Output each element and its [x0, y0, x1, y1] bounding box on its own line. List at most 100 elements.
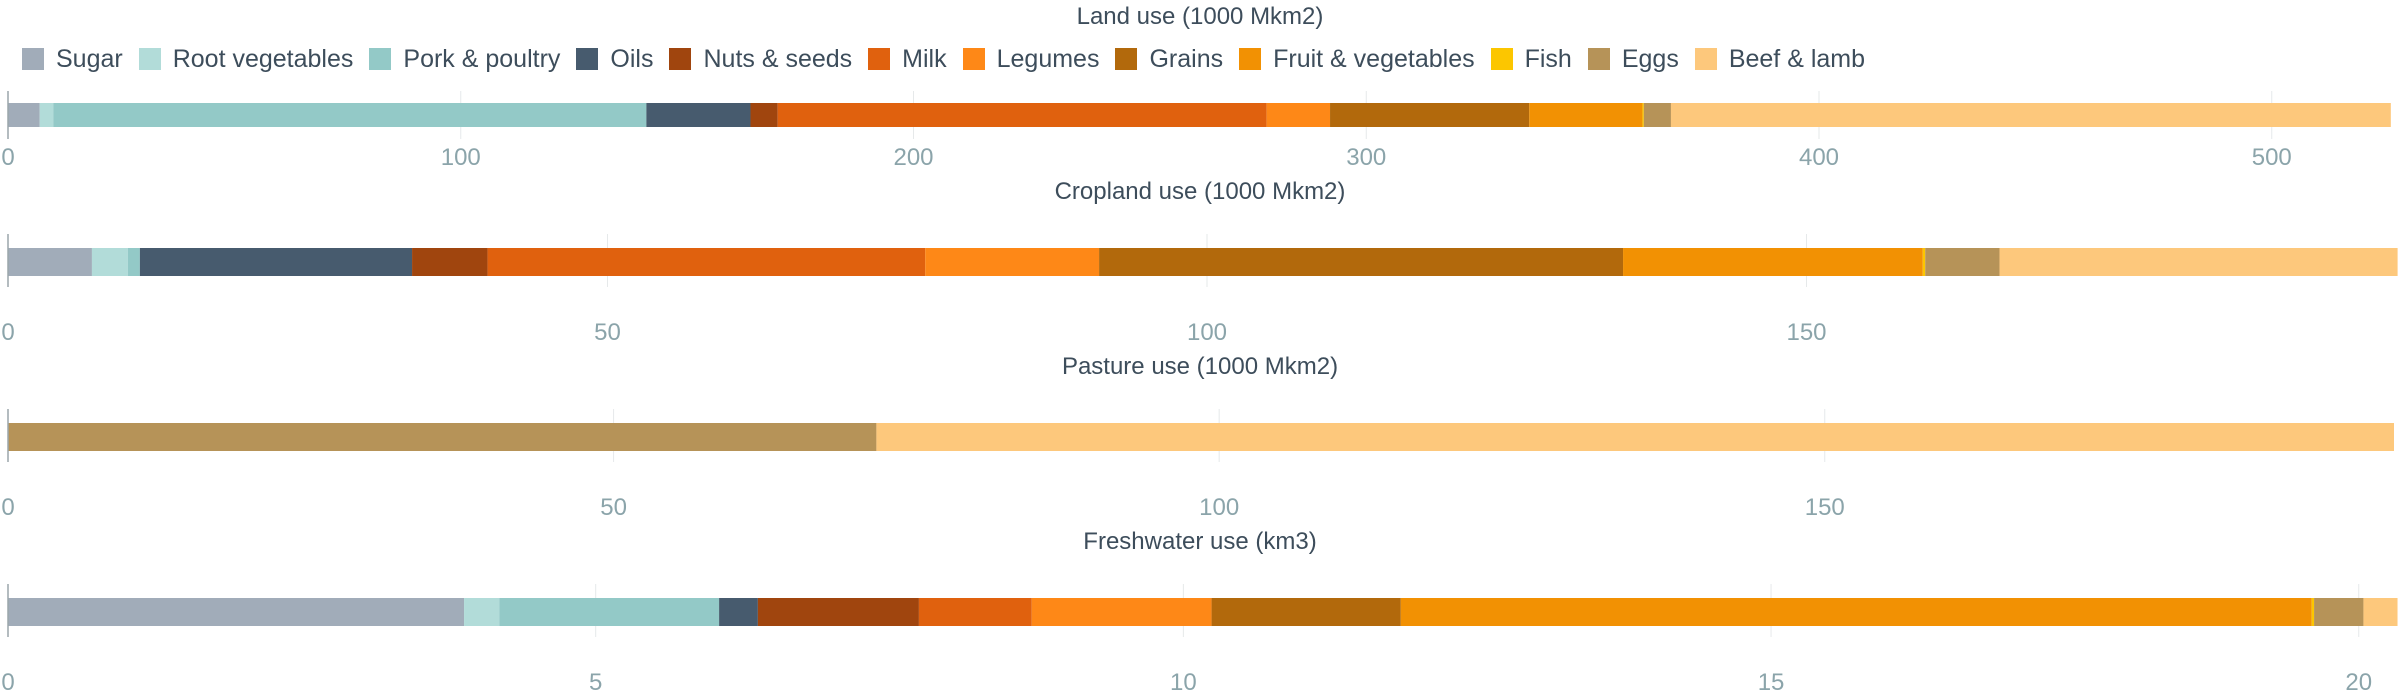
panel-pasture-use-1000-mkm2: 0 50 100 150 Pasture use (1000 Mkm2) [1, 353, 2394, 521]
tick-label: 20 [2345, 669, 2372, 696]
panel-title: Land use (1000 Mkm2) [1077, 3, 1324, 30]
tick-label: 200 [893, 144, 933, 171]
tick-label: 50 [594, 319, 621, 346]
tick-label: 100 [1199, 494, 1239, 521]
legend-swatch [669, 48, 692, 70]
bar-segment-grains[interactable] [1211, 598, 1401, 626]
bar-segment-eggs[interactable] [1925, 248, 2000, 276]
bar-segment-legumes[interactable] [925, 248, 1100, 276]
bar-segment-pork-and-poultry[interactable] [53, 103, 647, 127]
bar-segment-eggs[interactable] [2314, 598, 2364, 626]
bar-segment-eggs[interactable] [1643, 103, 1671, 127]
legend-swatch [22, 48, 44, 70]
tick-label: 100 [1187, 319, 1227, 346]
legend-item-pork-and-poultry[interactable]: Pork & poultry [369, 45, 560, 74]
legend-item-fruit-and-vegetables[interactable]: Fruit & vegetables [1239, 45, 1475, 74]
bar-segment-sugar[interactable] [8, 248, 92, 276]
legend-item-milk[interactable]: Milk [868, 44, 947, 74]
legend-swatch [962, 48, 985, 70]
panel-cropland-use-1000-mkm2: 0 50 100 150 Cropland use (1000 Mkm2) [1, 178, 2398, 346]
bar-segment-beef-and-lamb[interactable] [876, 423, 2394, 451]
bar-segment-milk[interactable] [487, 248, 926, 276]
bar-segment-oils[interactable] [646, 103, 751, 127]
tick-label: 300 [1346, 144, 1386, 171]
bar-segment-fruit-and-vegetables[interactable] [1529, 103, 1643, 127]
panel-freshwater-use-km3: 0 5 10 15 20 Freshwater use (km3) [1, 528, 2398, 696]
bar-segment-fruit-and-vegetables[interactable] [1623, 248, 1923, 276]
tick-label: 0 [1, 669, 14, 696]
legend-label: Grains [1149, 44, 1224, 73]
tick-label: 150 [1786, 319, 1826, 346]
bar-segment-fish[interactable] [1642, 103, 1644, 127]
bar-segment-nuts-and-seeds[interactable] [750, 103, 778, 127]
panel-title: Freshwater use (km3) [1083, 528, 1316, 555]
bar-segment-sugar[interactable] [8, 598, 465, 626]
bar-segment-oils[interactable] [139, 248, 413, 276]
bar-segment-eggs[interactable] [8, 423, 877, 451]
legend-swatch [1115, 48, 1138, 70]
legend-swatch [1239, 48, 1262, 70]
tick-label: 100 [441, 144, 481, 171]
bar-segment-legumes[interactable] [1031, 598, 1212, 626]
tick-label: 150 [1805, 494, 1845, 521]
bar-segment-fruit-and-vegetables[interactable] [1400, 598, 2312, 626]
bar-segment-oils[interactable] [719, 598, 758, 626]
panel-land-use-1000-mkm2: 0 100 200 300 400 500 Land use (1000 Mkm2) [1, 3, 2391, 171]
legend-item-sugar[interactable]: Sugar [22, 45, 123, 74]
bar-segment-pork-and-poultry[interactable] [127, 248, 140, 276]
legend-item-oils[interactable]: Oils [576, 45, 653, 74]
tick-label: 500 [2252, 144, 2292, 171]
legend-item-legumes[interactable]: Legumes [962, 44, 1100, 74]
legend-label: Eggs [1621, 44, 1679, 73]
bar-segment-root-vegetables[interactable] [91, 248, 128, 276]
bar-segment-fish[interactable] [2311, 598, 2315, 626]
legend: Sugar Root vegetables Pork & poultry Oils Nu… [22, 42, 1881, 76]
bar-segment-milk[interactable] [918, 598, 1032, 626]
legend-label: Sugar [56, 44, 123, 73]
legend-swatch [576, 48, 599, 70]
bar-segment-nuts-and-seeds[interactable] [412, 248, 488, 276]
bar-segment-root-vegetables[interactable] [39, 103, 54, 127]
legend-label: Milk [902, 44, 947, 73]
tick-label: 0 [1, 319, 14, 346]
legend-item-root-vegetables[interactable]: Root vegetables [138, 44, 354, 74]
tick-label: 400 [1799, 144, 1839, 171]
legend-label: Root vegetables [172, 44, 354, 73]
tick-label: 10 [1170, 669, 1197, 696]
legend-label: Fruit & vegetables [1273, 44, 1475, 73]
bar-segment-pork-and-poultry[interactable] [499, 598, 720, 626]
legend-label: Beef & lamb [1728, 44, 1866, 73]
legend-swatch [1694, 48, 1717, 70]
legend-swatch [1490, 48, 1513, 70]
legend-item-eggs[interactable]: Eggs [1587, 44, 1679, 74]
bar-segment-root-vegetables[interactable] [464, 598, 500, 626]
bar-segment-nuts-and-seeds[interactable] [757, 598, 919, 626]
legend-swatch [138, 48, 161, 70]
bar-segment-fish[interactable] [1922, 248, 1926, 276]
legend-item-grains[interactable]: Grains [1115, 45, 1223, 74]
tick-label: 5 [589, 669, 602, 696]
panel-title: Pasture use (1000 Mkm2) [1062, 353, 1338, 380]
legend-swatch [868, 48, 891, 70]
legend-label: Oils [610, 44, 654, 73]
bar-segment-beef-and-lamb[interactable] [2363, 598, 2398, 626]
panel-title: Cropland use (1000 Mkm2) [1055, 178, 1346, 205]
bar-segment-grains[interactable] [1099, 248, 1624, 276]
legend-swatch [1587, 48, 1610, 70]
tick-label: 0 [1, 144, 14, 171]
legend-label: Pork & poultry [403, 44, 561, 73]
bar-segment-beef-and-lamb[interactable] [1999, 248, 2398, 276]
bar-segment-milk[interactable] [777, 103, 1267, 127]
bar-segment-legumes[interactable] [1266, 103, 1331, 127]
bar-segment-beef-and-lamb[interactable] [1670, 103, 2391, 127]
legend-label: Legumes [996, 44, 1100, 73]
tick-label: 15 [1758, 669, 1785, 696]
legend-item-nuts-and-seeds[interactable]: Nuts & seeds [669, 45, 852, 74]
legend-swatch [369, 48, 392, 70]
legend-item-fish[interactable]: Fish [1490, 44, 1572, 74]
legend-label: Fish [1524, 44, 1572, 73]
legend-item-beef-and-lamb[interactable]: Beef & lamb [1694, 44, 1866, 74]
bar-segment-grains[interactable] [1330, 103, 1530, 127]
bar-segment-sugar[interactable] [8, 103, 40, 127]
